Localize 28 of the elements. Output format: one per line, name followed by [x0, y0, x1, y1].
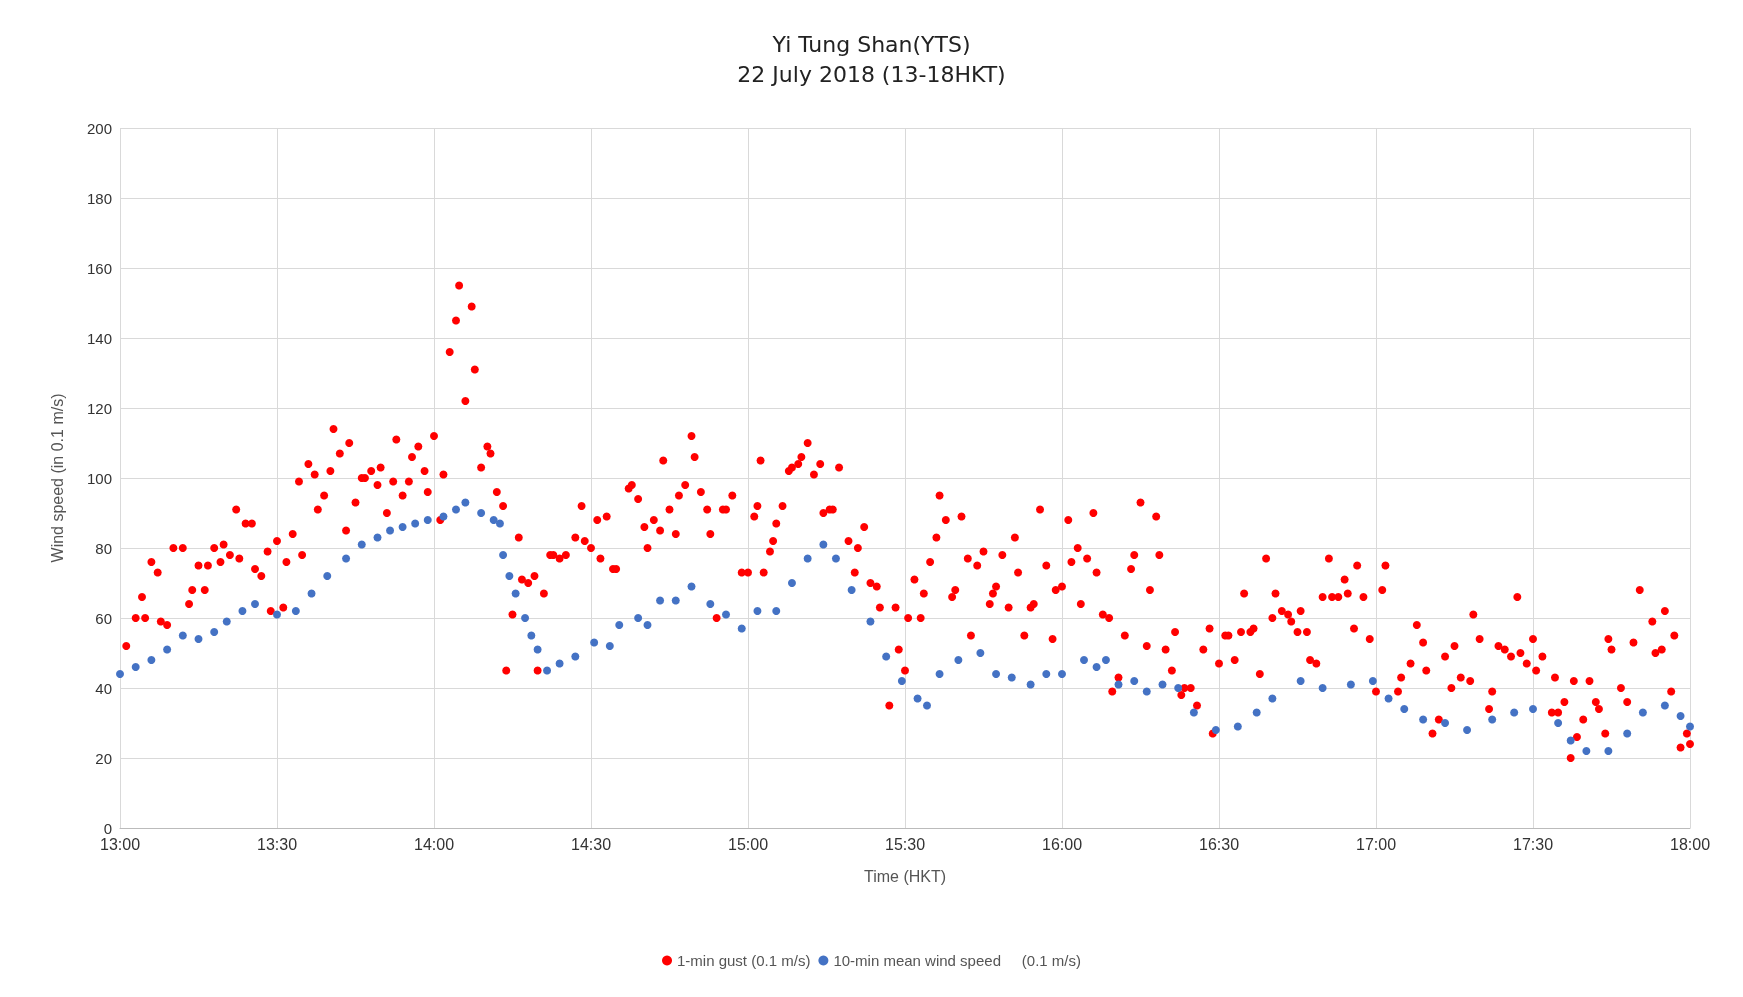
- y-tick-label: 200: [86, 119, 112, 137]
- x-tick-label: 18:00: [1669, 835, 1711, 853]
- x-tick-label: 13:30: [256, 835, 298, 853]
- y-tick-label: 100: [86, 469, 112, 487]
- x-tick-label: 13:00: [99, 835, 141, 853]
- x-tick-label: 14:00: [413, 835, 455, 853]
- x-tick-label: 14:30: [570, 835, 612, 853]
- y-tick-label: 120: [86, 399, 112, 417]
- y-tick-label: 160: [86, 259, 112, 277]
- x-axis-title: Time (HKT): [863, 867, 947, 885]
- legend-label: 10-min mean wind speed (0.1 m/s): [833, 952, 1081, 969]
- y-tick-label: 0: [103, 819, 112, 837]
- x-tick-label: 15:00: [727, 835, 769, 853]
- y-tick-label: 40: [95, 679, 112, 697]
- x-tick-label: 17:30: [1512, 835, 1554, 853]
- y-tick-label: 180: [86, 189, 112, 207]
- y-tick-label: 140: [86, 329, 112, 347]
- chart-subtitle: 22 July 2018 (13-18HKT): [737, 61, 1006, 87]
- legend-label: 1-min gust (0.1 m/s): [677, 952, 811, 969]
- chart-title: Yi Tung Shan(YTS): [771, 31, 971, 57]
- x-tick-label: 15:30: [884, 835, 926, 853]
- x-tick-label: 16:00: [1041, 835, 1083, 853]
- y-tick-label: 20: [95, 749, 112, 767]
- x-tick-label: 17:00: [1355, 835, 1397, 853]
- y-axis-title: Wind speed (in 0.1 m/s): [48, 393, 66, 563]
- y-tick-label: 80: [95, 539, 112, 557]
- x-tick-label: 16:30: [1198, 835, 1240, 853]
- y-tick-label: 60: [95, 609, 112, 627]
